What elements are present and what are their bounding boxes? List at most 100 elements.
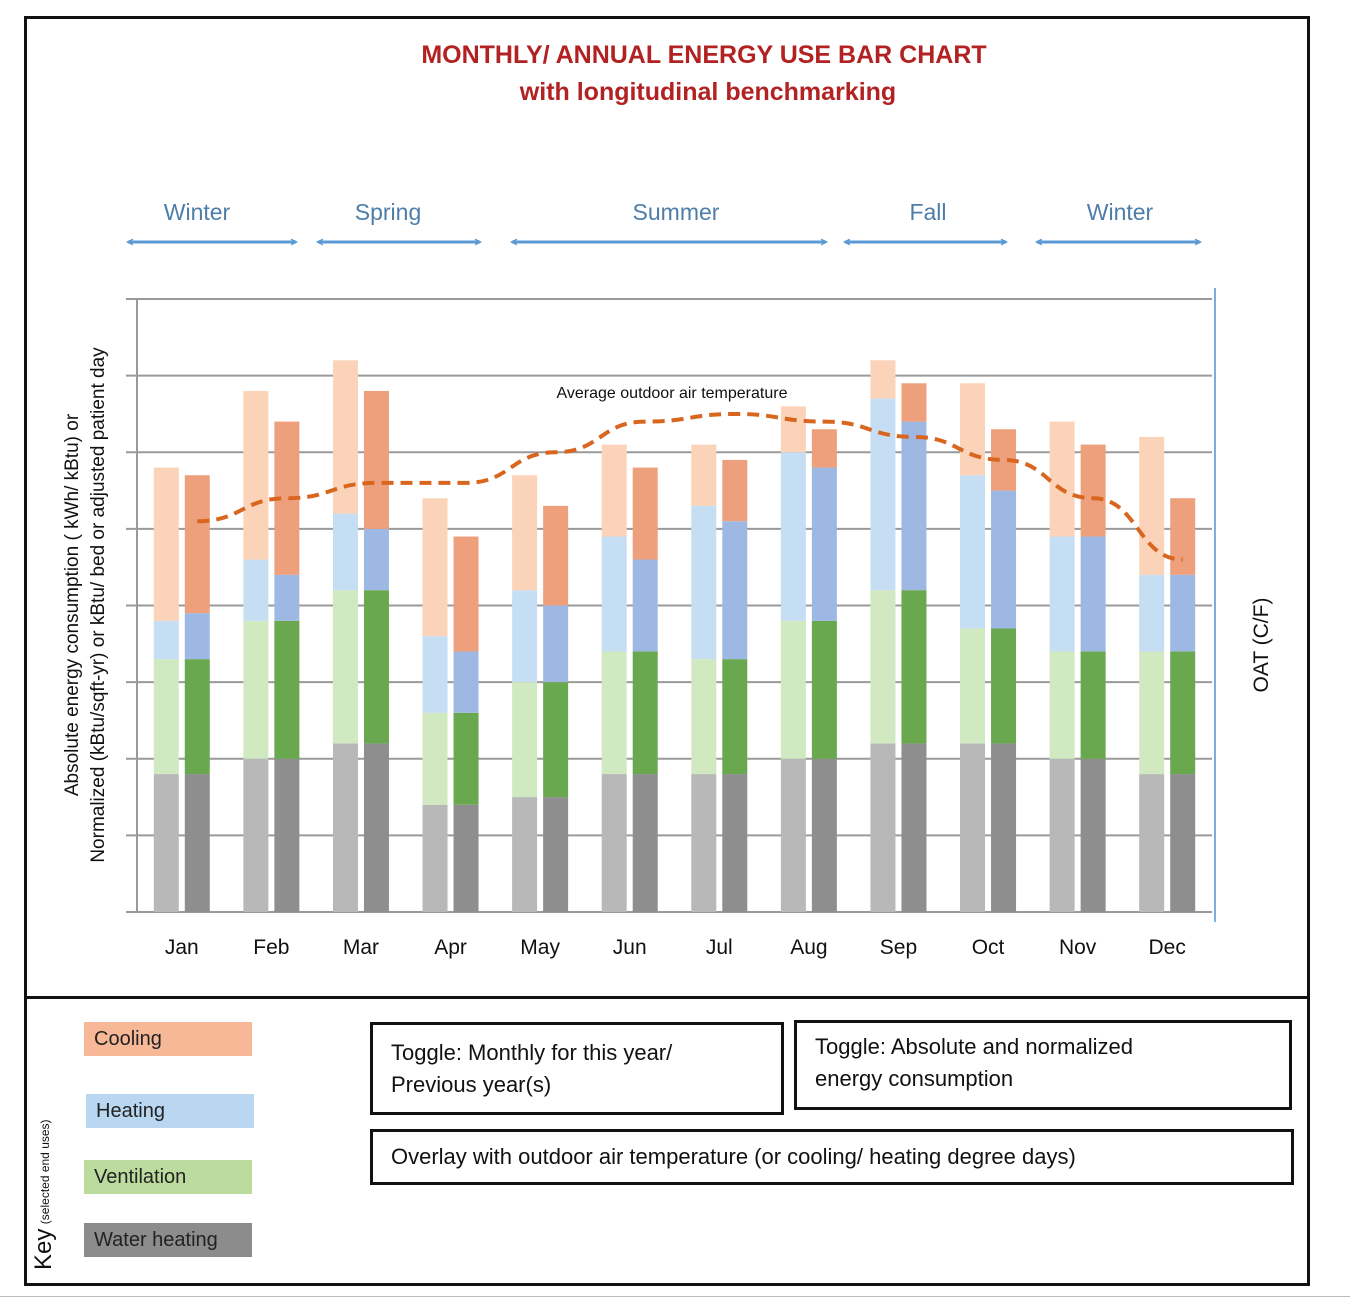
- bar-may-current-ventilation: [543, 682, 569, 798]
- bar-jul-current-heating: [722, 521, 748, 660]
- bar-aug-current-heating: [811, 467, 837, 621]
- key-title-text: Key: [30, 1228, 57, 1270]
- x-tick-label-feb: Feb: [253, 936, 289, 959]
- season-label-fall: Fall: [909, 199, 946, 225]
- chart-title: MONTHLY/ ANNUAL ENERGY USE BAR CHART: [421, 41, 986, 69]
- bar-oct-previous-water: [960, 743, 986, 912]
- toggle-absolute-line1: Toggle: Absolute and normalized: [815, 1034, 1133, 1059]
- season-label-spring: Spring: [355, 199, 421, 225]
- bar-apr-current-cooling: [453, 536, 479, 652]
- bar-jan-current-water: [184, 774, 210, 912]
- bar-oct-previous-ventilation: [960, 628, 986, 744]
- x-tick-label-mar: Mar: [343, 936, 379, 959]
- bar-jun-current-ventilation: [632, 651, 658, 775]
- bar-jan-previous-ventilation: [153, 659, 179, 775]
- bar-sep-previous-heating: [870, 398, 896, 591]
- bar-oct-previous-heating: [960, 475, 986, 629]
- page-bottom-rule: [0, 1296, 1350, 1297]
- bar-apr-current-water: [453, 804, 479, 912]
- bar-may-previous-heating: [512, 590, 538, 683]
- bar-aug-previous-cooling: [780, 406, 806, 453]
- bar-may-current-water: [543, 797, 569, 912]
- bar-nov-previous-water: [1049, 758, 1075, 912]
- bar-jun-previous-ventilation: [601, 651, 627, 775]
- bar-oct-current-water: [991, 743, 1017, 912]
- bar-nov-current-heating: [1080, 536, 1106, 652]
- bar-mar-current-ventilation: [363, 590, 389, 744]
- bar-dec-current-heating: [1170, 574, 1196, 652]
- bar-jun-current-heating: [632, 559, 658, 652]
- toggle-overlay-text: Overlay with outdoor air temperature (or…: [391, 1144, 1076, 1169]
- bar-nov-previous-cooling: [1049, 421, 1075, 537]
- temperature-annotation: Average outdoor air temperature: [557, 385, 788, 402]
- bar-jan-previous-heating: [153, 620, 179, 660]
- toggle-monthly-line1: Toggle: Monthly for this year/: [391, 1040, 673, 1065]
- bar-sep-current-cooling: [901, 383, 927, 422]
- bar-mar-previous-heating: [332, 513, 358, 591]
- bar-dec-previous-ventilation: [1139, 651, 1165, 775]
- bar-sep-previous-ventilation: [870, 590, 896, 744]
- bar-apr-previous-heating: [422, 636, 448, 713]
- x-tick-label-aug: Aug: [790, 936, 827, 959]
- bar-sep-current-heating: [901, 421, 927, 591]
- bar-feb-previous-cooling: [243, 390, 269, 560]
- bar-sep-current-ventilation: [901, 590, 927, 744]
- bar-nov-previous-ventilation: [1049, 651, 1075, 759]
- bar-sep-previous-cooling: [870, 360, 896, 399]
- bar-jul-current-cooling: [722, 459, 748, 522]
- bar-jul-previous-heating: [691, 505, 717, 660]
- toggle-monthly-previous-year[interactable]: Toggle: Monthly for this year/ Previous …: [370, 1022, 784, 1115]
- x-tick-label-may: May: [520, 936, 560, 959]
- bar-nov-current-ventilation: [1080, 651, 1106, 759]
- outer-frame: [24, 16, 1310, 1286]
- bar-oct-current-ventilation: [991, 628, 1017, 744]
- x-tick-label-sep: Sep: [880, 936, 917, 959]
- bar-jan-previous-water: [153, 774, 179, 912]
- bar-aug-current-cooling: [811, 429, 837, 468]
- bar-jan-current-heating: [184, 613, 210, 660]
- bar-oct-previous-cooling: [960, 383, 986, 476]
- bar-nov-previous-heating: [1049, 536, 1075, 652]
- bar-sep-current-water: [901, 743, 927, 912]
- bar-feb-previous-ventilation: [243, 620, 269, 759]
- bar-apr-current-ventilation: [453, 712, 479, 805]
- key-ventilation-label: Ventilation: [94, 1166, 187, 1188]
- bar-may-current-cooling: [543, 505, 569, 606]
- bar-aug-previous-water: [780, 758, 806, 912]
- toggle-absolute-normalized[interactable]: Toggle: Absolute and normalized energy c…: [794, 1020, 1292, 1110]
- bar-aug-previous-heating: [780, 452, 806, 621]
- x-tick-label-jan: Jan: [165, 936, 199, 959]
- bar-apr-previous-cooling: [422, 498, 448, 637]
- key-heating-label: Heating: [96, 1100, 165, 1122]
- bar-aug-current-ventilation: [811, 620, 837, 759]
- x-tick-label-oct: Oct: [972, 936, 1005, 959]
- bar-apr-current-heating: [453, 651, 479, 713]
- bar-oct-current-heating: [991, 490, 1017, 629]
- bar-mar-current-cooling: [363, 390, 389, 529]
- chart: MONTHLY/ ANNUAL ENERGY USE BAR CHART wit…: [62, 41, 1273, 959]
- bar-mar-current-heating: [363, 528, 389, 591]
- bar-jul-previous-ventilation: [691, 659, 717, 775]
- toggle-overlay-temperature[interactable]: Overlay with outdoor air temperature (or…: [370, 1129, 1294, 1185]
- key-heating: Heating: [86, 1094, 254, 1128]
- x-tick-label-jun: Jun: [613, 936, 647, 959]
- y-axis-label-line2: Normalized (kBtu/sqft-yr) or kBtu/ bed o…: [88, 347, 109, 863]
- x-tick-label-apr: Apr: [434, 936, 467, 959]
- bar-may-previous-water: [512, 797, 538, 912]
- bar-jun-previous-cooling: [601, 444, 627, 537]
- y2-axis-label: OAT (C/F): [1250, 598, 1273, 693]
- bar-jan-current-cooling: [184, 475, 210, 614]
- bar-may-current-heating: [543, 605, 569, 683]
- toggle-monthly-line2: Previous year(s): [391, 1072, 552, 1097]
- bar-jul-previous-cooling: [691, 444, 717, 506]
- bar-jun-previous-water: [601, 774, 627, 912]
- bar-mar-current-water: [363, 743, 389, 912]
- bar-aug-previous-ventilation: [780, 620, 806, 759]
- bar-feb-current-heating: [274, 574, 300, 621]
- bar-dec-current-water: [1170, 774, 1196, 912]
- x-tick-label-jul: Jul: [706, 936, 733, 959]
- bar-aug-current-water: [811, 758, 837, 912]
- bar-may-previous-cooling: [512, 475, 538, 591]
- bar-jul-previous-water: [691, 774, 717, 912]
- bar-apr-previous-water: [422, 804, 448, 912]
